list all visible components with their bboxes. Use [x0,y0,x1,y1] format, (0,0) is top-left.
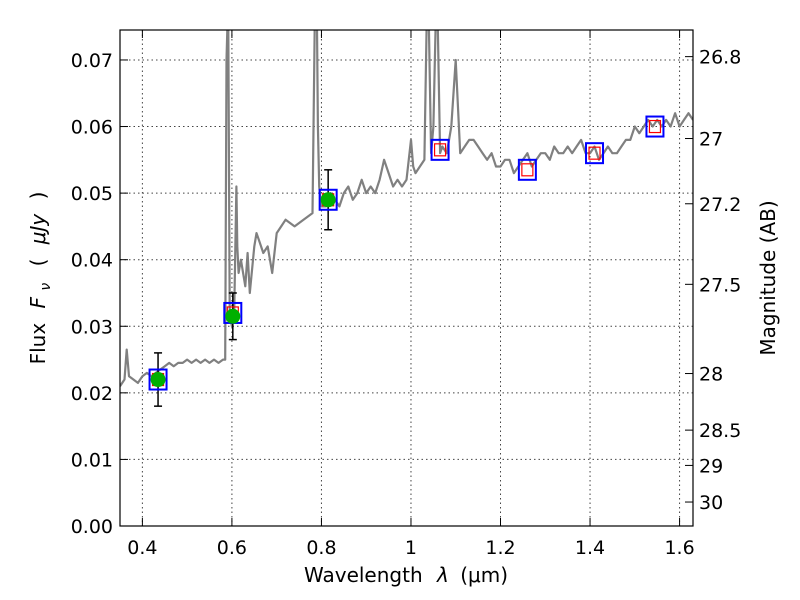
model-point-inner [648,119,662,134]
y2-axis-label: Magnitude (AB) [756,200,780,355]
grid [120,30,693,527]
model-point-box [318,188,338,211]
y2-tick-label: 30 [699,492,723,514]
model-point-box [148,368,168,391]
y2-axis-ticks: 26.8 27 27.2 27.5 28 28.5 29 30 [685,47,741,514]
x-tick-label: 1 [405,537,417,559]
x-tick-label: 1.2 [485,537,515,559]
y-axis-label: Flux F ν ( μJy ) [26,192,55,365]
model-point-inner [588,146,601,160]
model-point-inner [433,143,447,157]
x-tick-label: 0.4 [127,537,157,559]
model-point-box [585,142,605,165]
x-axis-ticks: 0.4 0.6 0.8 1 1.2 1.4 1.6 [127,30,695,559]
y-tick-label: 0.01 [71,449,113,471]
model-point-box [430,138,450,161]
y-tick-label: 0.05 [71,183,113,205]
y-axis-ticks: 0.00 0.01 0.02 0.03 0.04 0.05 0.06 0.07 [71,50,128,538]
observed-point [225,308,241,324]
y2-tick-label: 26.8 [699,47,741,69]
x-tick-label: 1.4 [575,537,605,559]
y2-tick-label: 28.5 [699,420,741,442]
y2-tick-label: 27.5 [699,274,741,296]
y-tick-label: 0.06 [71,117,113,139]
observed-point [150,372,166,388]
y2-tick-label: 27 [699,129,723,151]
y-tick-label: 0.00 [71,516,113,538]
plot-frame [119,29,694,527]
x-tick-label: 0.8 [306,537,336,559]
spectrum-series [120,30,693,387]
y-tick-label: 0.02 [71,383,113,405]
error-bars [154,169,333,407]
x-tick-label: 0.6 [217,537,247,559]
x-axis-label: Wavelength λ (μm) [304,563,508,587]
observed-points [150,192,336,388]
x-tick-label: 1.6 [664,537,694,559]
model-point-box [517,158,537,181]
model-point-inner [521,163,534,177]
y2-tick-label: 29 [699,455,723,477]
y-tick-label: 0.04 [71,250,113,272]
spectrum-line [120,30,693,387]
y2-tick-label: 28 [699,364,723,386]
model-point-box [645,115,665,138]
observed-point [320,192,336,208]
y2-tick-label: 27.2 [699,194,741,216]
y-tick-label: 0.03 [71,316,113,338]
y-tick-label: 0.07 [71,50,113,72]
